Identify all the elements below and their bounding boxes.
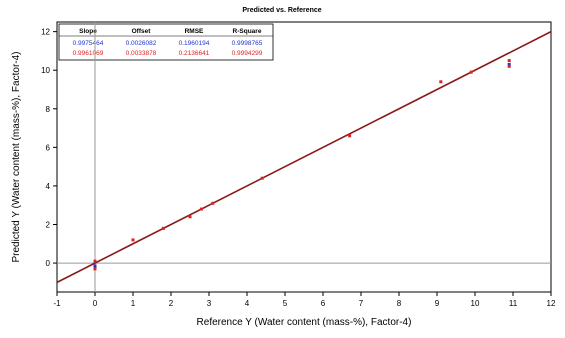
y-tick-label: 6: [46, 143, 51, 152]
stats-table-header: Offset: [132, 28, 152, 35]
x-tick-label: 9: [435, 299, 440, 308]
x-tick-label: 2: [169, 299, 174, 308]
data-points: [93, 59, 511, 271]
x-tick-label: 8: [397, 299, 402, 308]
y-tick-label: 0: [46, 259, 51, 268]
x-tick-label: 12: [547, 299, 556, 308]
reference-lines: [57, 22, 551, 292]
stats-table-cell: 0.9998765: [232, 40, 263, 47]
y-tick-label: 12: [41, 28, 50, 37]
x-tick-label: 11: [509, 299, 518, 308]
data-point-series-2: [211, 201, 215, 205]
data-point-series-2: [131, 238, 135, 242]
regression-line-group: [56, 30, 552, 284]
data-point-series-1: [93, 264, 97, 268]
stats-table-cell: 0.9961069: [73, 50, 104, 57]
stats-table-header: RMSE: [185, 28, 204, 35]
x-axis-ticks: -1 0 1 2 3 4 5 6 7 8 9 10 11 12: [53, 292, 556, 308]
y-tick-label: 8: [46, 105, 51, 114]
data-point-series-2: [161, 226, 165, 230]
y-axis-label: Predicted Y (Water content (mass-%), Fac…: [11, 52, 22, 263]
data-point-series-2: [348, 134, 352, 138]
data-point-series-2: [469, 70, 473, 74]
x-tick-label: 0: [93, 299, 98, 308]
stats-table-header: R-Square: [233, 28, 262, 35]
y-tick-label: 2: [46, 221, 51, 230]
stats-table-cell: 0.0026082: [126, 40, 157, 47]
x-tick-label: 3: [207, 299, 212, 308]
stats-table-cell: 0.9994299: [232, 50, 263, 57]
x-tick-label: 10: [471, 299, 480, 308]
x-tick-label: -1: [53, 299, 61, 308]
stats-table-cell: 0.0033878: [126, 50, 157, 57]
x-tick-label: 4: [245, 299, 250, 308]
data-point-series-2: [199, 207, 203, 211]
x-tick-label: 6: [321, 299, 326, 308]
stats-table-header: Slope: [79, 28, 97, 35]
data-point-series-2: [439, 80, 443, 84]
data-point-series-2: [260, 176, 264, 180]
data-point-series-1: [507, 62, 511, 66]
stats-table-cell: 0.9975464: [73, 40, 104, 47]
y-axis-ticks: 0 2 4 6 8 10 12: [41, 28, 57, 268]
data-point-series-2: [507, 64, 511, 68]
data-point-series-2: [93, 267, 97, 271]
stats-table-cell: 0.1960194: [179, 40, 210, 47]
y-tick-label: 10: [41, 66, 50, 75]
x-axis-label: Reference Y (Water content (mass-%), Fac…: [197, 317, 412, 328]
x-tick-label: 5: [283, 299, 288, 308]
data-point-series-2: [188, 215, 192, 219]
data-point-series-2: [93, 259, 97, 263]
stats-table-cell: 0.2136641: [179, 50, 210, 57]
x-tick-label: 1: [131, 299, 136, 308]
chart-title: Predicted vs. Reference: [242, 7, 321, 14]
regression-line: [56, 30, 552, 284]
y-tick-label: 4: [46, 182, 51, 191]
stats-table: Slope Offset RMSE R-Square 0.9975464 0.002608…: [58, 23, 274, 61]
x-tick-label: 7: [359, 299, 364, 308]
data-point-series-2: [507, 59, 511, 63]
